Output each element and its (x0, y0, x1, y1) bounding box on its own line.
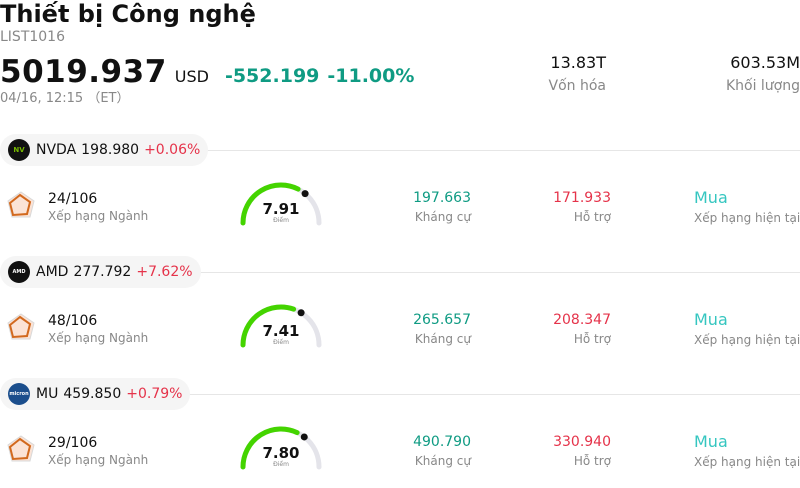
industry-rank-value: 24/106 (48, 191, 98, 207)
current-rating[interactable]: Mua Xếp hạng hiện tại (694, 432, 800, 470)
market-cap-label: Vốn hóa (548, 78, 606, 94)
resistance-value: 265.657 (413, 312, 471, 328)
support-value: 171.933 (553, 190, 611, 206)
industry-rank-value: 29/106 (48, 435, 98, 451)
score-value: 7.91 (262, 200, 300, 218)
score-gauge-marker (301, 190, 309, 198)
list-code: LIST1016 (0, 29, 65, 45)
score-label: Điểm (273, 461, 289, 468)
stock-change-pct: +0.06% (144, 142, 201, 158)
support-value: 208.347 (553, 312, 611, 328)
micron-logo-icon: micron (8, 383, 30, 405)
support-label: Hỗ trợ (573, 332, 611, 346)
stock-chip-nvda[interactable]: NV NVDA 198.980 +0.06% (0, 134, 209, 166)
industry-rank-label: Xếp hạng Ngành (48, 209, 149, 223)
support: 171.933 Hỗ trợ (553, 189, 611, 225)
support: 208.347 Hỗ trợ (553, 311, 611, 347)
market-cap-stat: 13.83T Vốn hóa (549, 53, 606, 95)
volume-stat: 603.53M Khối lượng (726, 53, 800, 95)
stock-price: 277.792 (73, 264, 132, 280)
stock-price: 459.850 (63, 386, 122, 402)
stock-chip-amd[interactable]: AMD AMD 277.792 +7.62% (0, 256, 201, 288)
score-gauge (240, 304, 322, 348)
rating-value: Mua (694, 310, 728, 329)
industry-rank-icon (7, 435, 35, 462)
volume-label: Khối lượng (725, 78, 800, 94)
rating-label: Xếp hạng hiện tại (694, 455, 800, 469)
current-rating[interactable]: Mua Xếp hạng hiện tại (694, 310, 800, 348)
section-divider (0, 150, 800, 151)
resistance-value: 490.790 (413, 434, 471, 450)
support-label: Hỗ trợ (573, 210, 611, 224)
resistance: 265.657 Kháng cự (413, 311, 471, 347)
volume-value: 603.53M (730, 53, 800, 72)
industry-rank: 24/106 Xếp hạng Ngành (48, 190, 148, 224)
industry-rank-label: Xếp hạng Ngành (48, 453, 149, 467)
score-gauge (240, 182, 322, 226)
resistance: 197.663 Kháng cự (413, 189, 471, 225)
score-gauge-marker (300, 433, 308, 441)
market-cap-value: 13.83T (550, 53, 606, 72)
stock-symbol: MU (36, 386, 59, 402)
stock-symbol: AMD (36, 264, 69, 280)
resistance-label: Kháng cự (414, 332, 471, 346)
timestamp: 04/16, 12:15 （ET） (0, 91, 130, 106)
rating-label: Xếp hạng hiện tại (694, 211, 800, 225)
score-value: 7.41 (262, 322, 300, 340)
resistance-value: 197.663 (413, 190, 471, 206)
section-divider (0, 394, 800, 395)
rating-value: Mua (694, 432, 728, 451)
support-value: 330.940 (553, 434, 611, 450)
stock-price: 198.980 (81, 142, 140, 158)
support: 330.940 Hỗ trợ (553, 433, 611, 469)
support-label: Hỗ trợ (573, 454, 611, 468)
currency: USD (174, 67, 209, 86)
score-label: Điểm (273, 217, 289, 224)
industry-rank: 29/106 Xếp hạng Ngành (48, 434, 148, 468)
price-change-pct: -11.00% (327, 65, 415, 87)
score-gauge-marker (297, 309, 305, 317)
stock-change-pct: +0.79% (126, 386, 183, 402)
rating-value: Mua (694, 188, 728, 207)
resistance-label: Kháng cự (414, 210, 471, 224)
industry-rank: 48/106 Xếp hạng Ngành (48, 312, 148, 346)
current-rating[interactable]: Mua Xếp hạng hiện tại (694, 188, 800, 226)
stock-change-pct: +7.62% (136, 264, 193, 280)
resistance-label: Kháng cự (414, 454, 471, 468)
industry-rank-icon (7, 191, 35, 218)
amd-logo-icon: AMD (8, 261, 30, 283)
score-gauge-fill (240, 182, 301, 226)
resistance: 490.790 Kháng cự (413, 433, 471, 469)
section-divider (0, 272, 800, 273)
stock-symbol: NVDA (36, 142, 77, 158)
score-gauge-fill (240, 304, 297, 348)
industry-rank-label: Xếp hạng Ngành (48, 331, 149, 345)
score-value: 7.80 (262, 444, 300, 462)
index-price: 5019.937 (0, 54, 167, 90)
industry-rank-value: 48/106 (48, 313, 98, 329)
price-change: -552.199 (224, 65, 320, 87)
nvidia-logo-icon: NV (8, 139, 30, 161)
page-title: Thiết bị Công nghệ (0, 0, 256, 28)
score-gauge (240, 426, 322, 470)
score-gauge-fill (240, 426, 300, 470)
stock-chip-mu[interactable]: micron MU 459.850 +0.79% (0, 378, 191, 410)
score-label: Điểm (273, 339, 289, 346)
industry-rank-icon (7, 313, 35, 340)
rating-label: Xếp hạng hiện tại (694, 333, 800, 347)
price-row: 5019.937 USD -552.199 -11.00% (0, 54, 414, 90)
